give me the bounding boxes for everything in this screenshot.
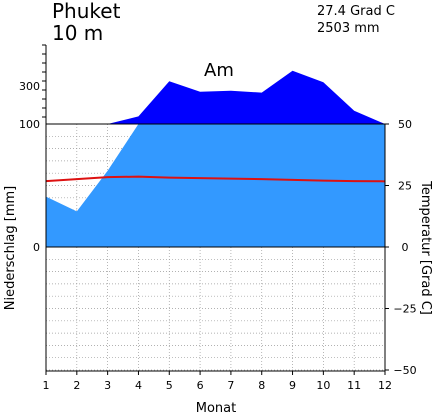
x-tick-label: 6 bbox=[197, 379, 204, 392]
left-tick-label: 300 bbox=[19, 80, 40, 93]
right-tick-label: −25 bbox=[393, 303, 416, 316]
x-tick-label: 7 bbox=[227, 379, 234, 392]
right-tick-label: 50 bbox=[398, 118, 412, 131]
temperature-line bbox=[45, 175, 386, 183]
x-tick-label: 11 bbox=[347, 379, 361, 392]
left-tick-label: 100 bbox=[19, 118, 40, 131]
right-tick-label: 0 bbox=[402, 241, 409, 254]
x-tick-label: 9 bbox=[289, 379, 296, 392]
right-axis-label: Temperatur [Grad C] bbox=[418, 180, 433, 315]
precipitation-area bbox=[46, 124, 385, 247]
left-tick-label: 0 bbox=[33, 241, 40, 254]
right-tick-label: −50 bbox=[393, 364, 416, 377]
x-axis-label: Monat bbox=[196, 401, 236, 415]
annual-precipitation: 2503 mm bbox=[317, 21, 380, 36]
x-tick-label: 2 bbox=[73, 379, 80, 392]
x-tick-label: 1 bbox=[43, 379, 50, 392]
koppen-class: Am bbox=[204, 60, 234, 81]
x-tick-label: 4 bbox=[135, 379, 142, 392]
precipitation-excess-area bbox=[46, 70, 385, 124]
x-tick-label: 3 bbox=[104, 379, 111, 392]
right-tick-label: 25 bbox=[398, 180, 412, 193]
x-tick-label: 5 bbox=[166, 379, 173, 392]
station-name: Phuket bbox=[52, 0, 121, 23]
left-axis-label: Niederschlag [mm] bbox=[3, 186, 18, 311]
mean-temperature: 27.4 Grad C bbox=[317, 4, 395, 19]
x-tick-label: 12 bbox=[378, 379, 392, 392]
station-elevation: 10 m bbox=[52, 21, 104, 45]
x-tick-label: 10 bbox=[316, 379, 330, 392]
x-tick-label: 8 bbox=[258, 379, 265, 392]
